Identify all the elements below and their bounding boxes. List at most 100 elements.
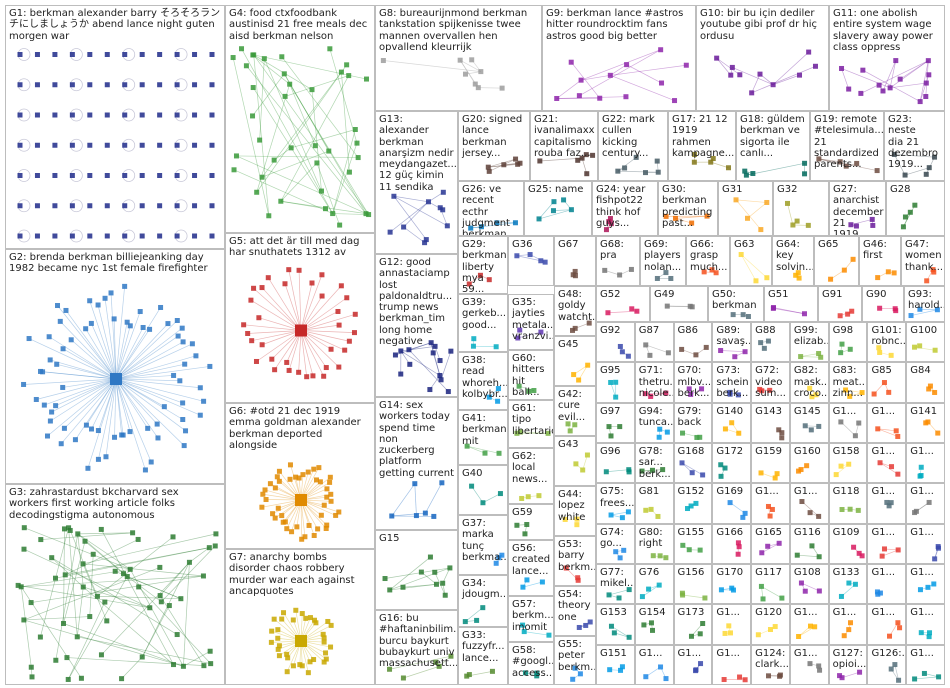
cluster-panel-g113: G1... bbox=[906, 564, 945, 605]
cluster-label: G1... bbox=[871, 405, 896, 417]
cluster-label: G80: right bbox=[638, 526, 663, 549]
cluster-label: G1... bbox=[755, 486, 779, 498]
cluster-panel-g18: G18: güldem berkman ve sigorta ile canlı… bbox=[736, 111, 810, 181]
cluster-panel-g64: G64: key solvin... bbox=[772, 236, 814, 286]
cluster-panel-g40: G40 bbox=[458, 465, 508, 515]
cluster-label: G41: berkman mit bbox=[462, 413, 507, 447]
cluster-panel-g14: G14: sex workers today spend time non zu… bbox=[375, 397, 458, 530]
cluster-label: G4: food ctxfoodbank austinisd 21 free m… bbox=[229, 8, 368, 42]
cluster-label: G7: anarchy bombs disorder chaos robbery… bbox=[229, 552, 355, 597]
cluster-label: G1... bbox=[910, 486, 934, 498]
cluster-graph bbox=[656, 426, 670, 440]
cluster-label: G79: back bbox=[677, 405, 702, 428]
cluster-graph bbox=[679, 590, 707, 601]
cluster-graph bbox=[650, 552, 669, 560]
cluster-panel-g152: G152 bbox=[673, 483, 713, 524]
cluster-graph bbox=[918, 630, 933, 640]
cluster-graph bbox=[912, 670, 942, 682]
cluster-label: G29: berkman liberty mya 59... bbox=[462, 239, 507, 294]
cluster-graph bbox=[759, 540, 782, 555]
cluster-graph bbox=[875, 589, 884, 597]
cluster-panel-g159: G159 bbox=[751, 443, 790, 484]
cluster-panel-g34: G34: jdougm... bbox=[458, 575, 508, 627]
cluster-label: G12: good annastaciamp lost paldonaldtru… bbox=[379, 257, 453, 348]
cluster-graph bbox=[679, 460, 705, 478]
cluster-label: G151 bbox=[600, 647, 627, 659]
cluster-label: G40 bbox=[462, 468, 483, 479]
cluster-panel-g84: G84 bbox=[906, 362, 945, 403]
cluster-panel-g83: G83: meat... zinn... bbox=[828, 362, 868, 403]
cluster-panel-g123: G1... bbox=[867, 604, 907, 645]
cluster-panel-g23: G23: neste dia 21 dezembro 1919... bbox=[884, 111, 945, 181]
cluster-label: G1... bbox=[793, 486, 818, 498]
cluster-label: G21: ivanalimaxx capitalismo rouba faz..… bbox=[534, 114, 595, 159]
cluster-panel-g164: G1... bbox=[867, 483, 907, 524]
cluster-graph bbox=[608, 509, 631, 521]
cluster-panel-g63: G63 bbox=[730, 236, 772, 286]
cluster-panel-g149: G1... bbox=[673, 644, 713, 685]
cluster-graph bbox=[794, 543, 822, 559]
cluster-label: G169 bbox=[716, 486, 744, 498]
cluster-graph bbox=[723, 419, 742, 436]
cluster-panel-g79: G79: back bbox=[673, 402, 713, 443]
cluster-label: G23: neste dia 21 dezembro 1919... bbox=[888, 114, 938, 171]
cluster-panel-g156: G156 bbox=[673, 564, 713, 605]
cluster-graph bbox=[793, 270, 802, 281]
cluster-label: G141 bbox=[910, 405, 938, 417]
cluster-panel-g52: G52 bbox=[596, 286, 650, 322]
cluster-graph bbox=[802, 422, 822, 433]
cluster-label: G30: berkman predicting past... bbox=[662, 184, 713, 229]
cluster-panel-g80: G80: right bbox=[634, 523, 674, 564]
cluster-label: G22: mark cullen kicking century... bbox=[602, 114, 655, 159]
cluster-label: G1... bbox=[871, 446, 896, 457]
cluster-panel-g54: G54: theory one bbox=[554, 586, 596, 636]
cluster-label: G55: peter berkm... bbox=[558, 639, 596, 673]
cluster-panel-g48: G48: goldy watcht... bbox=[554, 286, 596, 336]
cluster-panel-g67: G67 bbox=[554, 236, 596, 286]
cluster-panel-g110: G1... bbox=[867, 523, 907, 564]
cluster-label: G35: jayties metala... vranzvi... bbox=[512, 297, 554, 342]
cluster-label: G166 bbox=[716, 526, 744, 538]
cluster-panel-g56: G56: created lance... bbox=[508, 540, 554, 596]
cluster-panel-g144: G1... bbox=[828, 402, 868, 443]
cluster-label: G17: 21 12 1919 rahmen kampagne... bbox=[672, 114, 735, 159]
cluster-graph bbox=[842, 387, 865, 400]
cluster-panel-g15: G15 bbox=[375, 530, 458, 610]
cluster-label: G43 bbox=[558, 439, 579, 450]
cluster-label: G160 bbox=[793, 446, 821, 457]
cluster-panel-g51: G51 bbox=[764, 286, 818, 322]
cluster-graph bbox=[722, 623, 734, 637]
cluster-label: G2: brenda berkman billiejeanking day 19… bbox=[9, 252, 208, 275]
cluster-label: G20: signed lance berkman jersey... bbox=[462, 114, 523, 159]
cluster-graph bbox=[654, 270, 674, 281]
cluster-graph bbox=[565, 421, 578, 434]
cluster-graph bbox=[684, 501, 698, 512]
cluster-label: G127: opioi... bbox=[832, 647, 867, 670]
cluster-panel-g2: G2: brenda berkman billiejeanking day 19… bbox=[5, 249, 225, 484]
cluster-panel-g143: G143 bbox=[751, 402, 790, 443]
cluster-panel-g171: G1... bbox=[906, 443, 945, 484]
cluster-label: G72: video sum... bbox=[755, 365, 786, 399]
cluster-panel-g6: G6: #otd 21 dec 1919 emma goldman alexan… bbox=[225, 403, 375, 549]
cluster-panel-g70: G70: mlbv... berk... bbox=[673, 362, 713, 403]
cluster-graph bbox=[389, 480, 445, 519]
cluster-panel-g59: G59 bbox=[508, 504, 554, 540]
cluster-graph bbox=[837, 341, 853, 356]
cluster-panel-g93: G93: harold... bbox=[904, 286, 945, 322]
cluster-label: G68: pra bbox=[600, 239, 624, 262]
cluster-graph bbox=[387, 189, 450, 246]
cluster-label: G19: remote #telesimula... 21 standardiz… bbox=[814, 114, 884, 171]
cluster-panel-g42: G42: cure evil... bbox=[554, 386, 596, 436]
cluster-panel-g61: G61: tipo libertario bbox=[508, 400, 554, 448]
cluster-label: G49 bbox=[654, 289, 675, 300]
cluster-label: G97 bbox=[600, 405, 621, 417]
cluster-label: G88 bbox=[755, 325, 776, 336]
cluster-panel-g153: G153 bbox=[596, 604, 635, 645]
cluster-panel-g44: G44: lopez white bbox=[554, 486, 596, 536]
cluster-graph bbox=[514, 522, 530, 537]
cluster-label: G109 bbox=[832, 526, 860, 538]
cluster-label: G170 bbox=[716, 567, 744, 578]
cluster-graph bbox=[807, 660, 822, 673]
cluster-panel-g88: G88 bbox=[751, 322, 790, 363]
